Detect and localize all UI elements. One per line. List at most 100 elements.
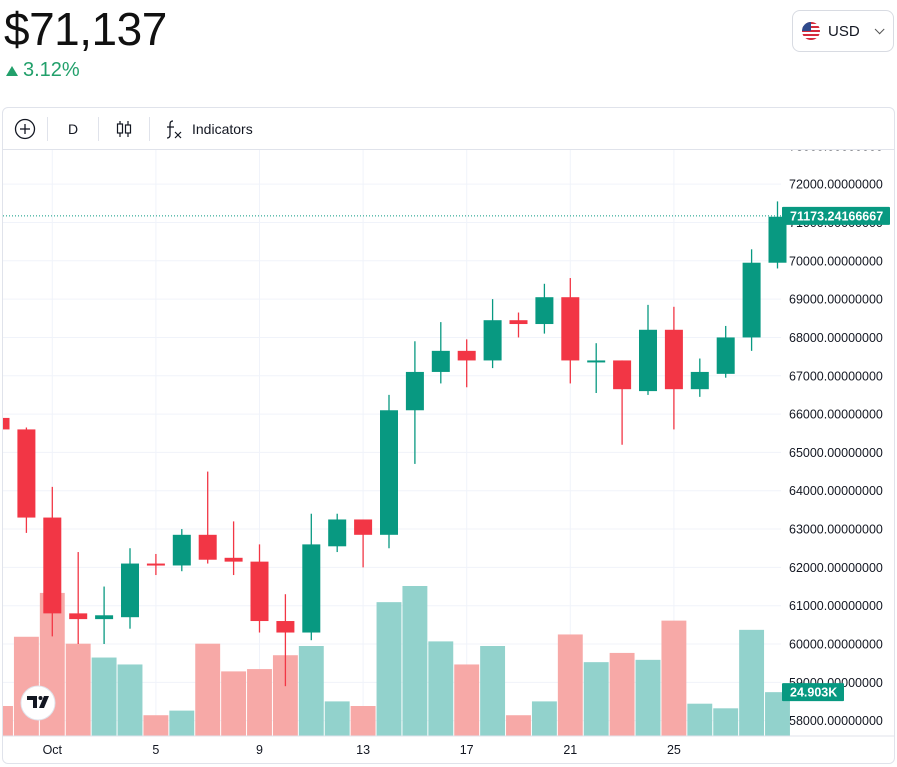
add-symbol-button[interactable] xyxy=(3,108,47,150)
candle-body xyxy=(276,621,295,633)
volume-bar xyxy=(247,669,272,736)
candle-body xyxy=(198,534,217,560)
volume-bar xyxy=(687,703,713,736)
indicators-label: Indicators xyxy=(192,120,253,137)
y-axis-tick-label: 62000.00000000 xyxy=(789,561,883,575)
price-chart[interactable]: 73000.0000000072000.0000000071000.000000… xyxy=(3,139,895,764)
y-axis-tick-label: 61000.00000000 xyxy=(789,599,883,613)
interval-button[interactable]: D xyxy=(67,120,79,137)
price-change: 3.12% xyxy=(6,59,80,82)
candle-body xyxy=(3,417,10,430)
toolbar-divider xyxy=(47,116,48,141)
volume-bar xyxy=(609,652,635,736)
x-axis-tick-label: 25 xyxy=(667,743,681,757)
volume-badge-bg xyxy=(782,683,844,702)
logo-mark xyxy=(27,696,37,708)
candle-body xyxy=(742,262,761,338)
us-flag-icon xyxy=(802,22,820,40)
candle-body xyxy=(768,216,787,263)
volume-bar xyxy=(661,620,687,736)
x-axis-tick-label: 9 xyxy=(256,743,263,757)
volume-bar xyxy=(65,643,91,736)
volume-bar xyxy=(506,715,531,736)
candle-body xyxy=(17,429,36,518)
logo-circle xyxy=(20,685,56,721)
candle-body xyxy=(405,371,424,411)
volume-bar xyxy=(531,701,557,736)
indicators-button[interactable]: Indicators xyxy=(150,108,253,150)
candle-body xyxy=(664,329,683,390)
y-axis-tick-label: 72000.00000000 xyxy=(789,178,883,192)
last-price-badge-bg xyxy=(782,206,890,225)
toolbar-divider xyxy=(149,116,150,141)
candle-body xyxy=(716,337,735,374)
y-axis-tick-label: 73000.00000000 xyxy=(789,150,883,153)
currency-label: USD xyxy=(828,22,860,40)
volume-bar xyxy=(117,664,143,736)
volume-bar xyxy=(454,664,480,736)
last-price-badge: 71173.24166667 xyxy=(782,206,890,225)
candle-body xyxy=(561,297,580,361)
x-axis-tick-label: 5 xyxy=(152,743,159,757)
plus-circle-icon xyxy=(14,118,36,139)
candle-body xyxy=(483,320,502,361)
current-price: $71,137 xyxy=(4,3,167,55)
candle-body xyxy=(172,534,191,566)
chart-type-button[interactable] xyxy=(99,108,149,150)
y-axis-tick-label: 66000.00000000 xyxy=(789,408,883,422)
candles-icon xyxy=(116,120,132,137)
volume-bar xyxy=(376,602,402,736)
volume-bar xyxy=(635,659,661,736)
chart-widget: D Indicators 73000.00000000 72000.0000000… xyxy=(2,107,895,764)
candle-body xyxy=(328,519,347,547)
candle-body xyxy=(457,350,476,361)
candle-body xyxy=(431,350,450,372)
y-axis-tick-label: 64000.00000000 xyxy=(789,484,883,498)
y-axis-tick-label: 68000.00000000 xyxy=(789,331,883,345)
volume-bar xyxy=(557,634,583,736)
volume-bar xyxy=(402,586,428,736)
chart-toolbar: D Indicators xyxy=(3,108,894,150)
candle-body xyxy=(146,563,165,566)
price-change-value: 3.12% xyxy=(23,59,80,81)
y-axis-tick-label: 70000.00000000 xyxy=(789,254,883,268)
volume-bar xyxy=(480,646,506,736)
currency-selector[interactable]: USD xyxy=(792,10,894,52)
logo-slash xyxy=(39,696,49,708)
volume-bar xyxy=(3,706,13,736)
volume-bar xyxy=(298,646,324,736)
y-axis-tick-label: 63000.00000000 xyxy=(789,523,883,537)
chevron-down-icon xyxy=(874,23,885,34)
y-axis-tick-label: 67000.00000000 xyxy=(789,369,883,383)
volume-bar xyxy=(143,715,169,736)
y-axis-tick-label: 69000.00000000 xyxy=(789,293,883,307)
candle-body xyxy=(354,519,373,535)
candle-body xyxy=(121,563,139,618)
candle-body xyxy=(95,615,114,620)
volume-bar xyxy=(195,643,221,736)
volume-bar xyxy=(169,710,195,736)
up-arrow-icon xyxy=(6,65,18,76)
candle-body xyxy=(587,360,606,363)
volume-bar xyxy=(428,641,454,736)
x-axis-tick-label: 17 xyxy=(460,743,474,757)
volume-bar xyxy=(221,671,247,736)
candle-body xyxy=(302,544,321,633)
candlestick-chart[interactable]: 73000.0000000072000.0000000071000.000000… xyxy=(3,139,895,764)
candle-body xyxy=(613,360,632,390)
candle-body xyxy=(509,320,528,325)
tradingview-logo-icon xyxy=(20,685,56,721)
volume-bar xyxy=(324,701,350,736)
volume-label: 24.903K xyxy=(790,686,837,700)
volume-bar xyxy=(713,708,739,736)
candle-body xyxy=(69,613,88,620)
candle-body xyxy=(224,557,243,562)
last-price-label: 71173.24166667 xyxy=(790,209,883,223)
function-icon xyxy=(166,119,182,139)
y-axis-tick-label: 58000.00000000 xyxy=(789,714,883,728)
logo-dot xyxy=(38,696,43,700)
x-axis-tick-label: Oct xyxy=(43,743,63,757)
toolbar-divider xyxy=(98,116,99,141)
volume-badge: 24.903K xyxy=(782,683,844,702)
candle-body xyxy=(43,517,62,614)
